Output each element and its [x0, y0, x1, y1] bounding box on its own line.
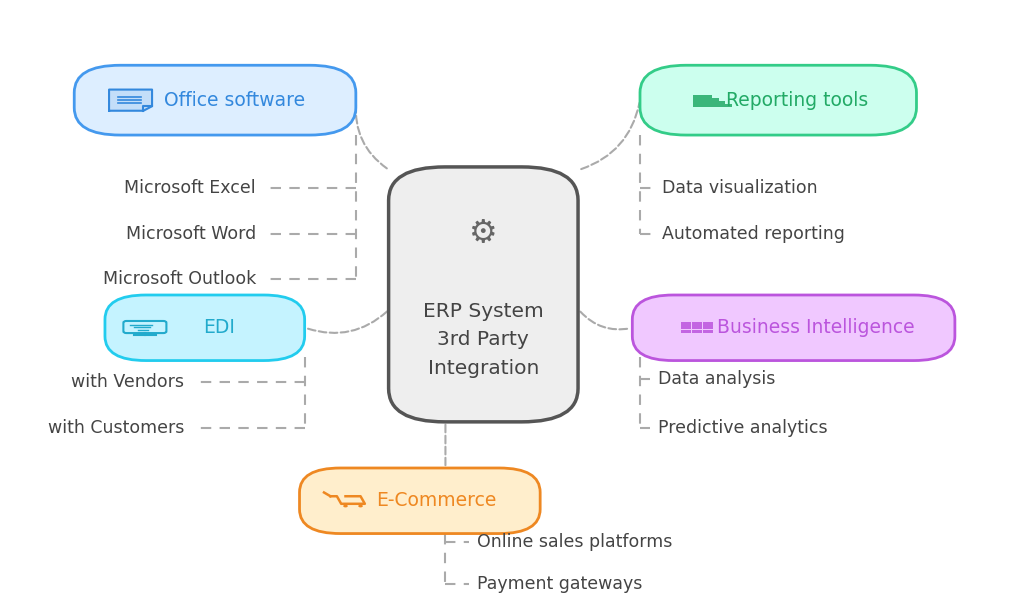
FancyBboxPatch shape	[633, 295, 955, 361]
FancyBboxPatch shape	[703, 330, 714, 333]
FancyBboxPatch shape	[299, 468, 541, 534]
Text: ERP System
3rd Party
Integration: ERP System 3rd Party Integration	[423, 302, 544, 378]
Circle shape	[358, 504, 362, 507]
FancyBboxPatch shape	[693, 98, 719, 101]
FancyArrowPatch shape	[582, 103, 639, 169]
Text: Reporting tools: Reporting tools	[726, 90, 868, 110]
FancyBboxPatch shape	[693, 104, 732, 107]
FancyBboxPatch shape	[693, 95, 713, 98]
Text: Payment gateways: Payment gateways	[477, 575, 642, 593]
Text: Microsoft Excel: Microsoft Excel	[124, 179, 256, 197]
FancyBboxPatch shape	[692, 322, 702, 325]
Text: with Vendors: with Vendors	[72, 373, 184, 392]
Text: Predictive analytics: Predictive analytics	[658, 419, 828, 437]
FancyBboxPatch shape	[703, 326, 714, 330]
Text: Automated reporting: Automated reporting	[662, 225, 845, 243]
FancyArrowPatch shape	[308, 311, 387, 333]
FancyArrowPatch shape	[581, 311, 630, 330]
Text: with Customers: with Customers	[48, 419, 184, 437]
FancyBboxPatch shape	[692, 330, 702, 333]
Text: Online sales platforms: Online sales platforms	[477, 533, 673, 551]
Circle shape	[343, 504, 348, 507]
FancyBboxPatch shape	[703, 322, 714, 325]
FancyArrowPatch shape	[356, 103, 387, 168]
FancyBboxPatch shape	[74, 66, 356, 135]
Text: EDI: EDI	[203, 318, 234, 337]
Text: Office software: Office software	[164, 90, 305, 110]
FancyBboxPatch shape	[640, 66, 916, 135]
FancyBboxPatch shape	[681, 322, 691, 325]
Text: Microsoft Outlook: Microsoft Outlook	[102, 270, 256, 288]
Text: Microsoft Word: Microsoft Word	[126, 225, 256, 243]
Text: E-Commerce: E-Commerce	[377, 491, 497, 510]
FancyBboxPatch shape	[692, 326, 702, 330]
FancyBboxPatch shape	[105, 295, 305, 361]
Polygon shape	[109, 90, 152, 110]
Text: Business Intelligence: Business Intelligence	[718, 318, 915, 337]
Text: Data analysis: Data analysis	[658, 370, 776, 388]
FancyBboxPatch shape	[681, 326, 691, 330]
Text: Data visualization: Data visualization	[662, 179, 817, 197]
FancyBboxPatch shape	[693, 101, 725, 104]
Text: ⚙: ⚙	[469, 218, 498, 249]
FancyBboxPatch shape	[681, 330, 691, 333]
FancyBboxPatch shape	[388, 167, 578, 422]
